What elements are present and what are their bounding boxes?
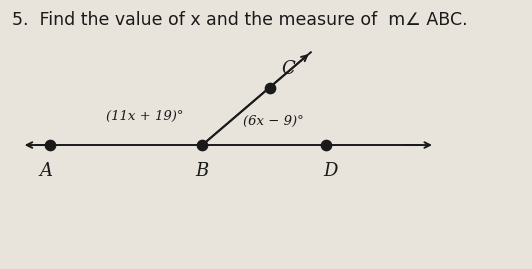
Point — [265, 85, 274, 90]
Text: (6x − 9)°: (6x − 9)° — [243, 115, 304, 128]
Text: (11x + 19)°: (11x + 19)° — [106, 109, 184, 123]
Text: C: C — [281, 60, 295, 78]
Point — [321, 143, 330, 147]
Text: D: D — [323, 162, 338, 180]
Text: B: B — [196, 162, 209, 180]
Text: A: A — [39, 162, 52, 180]
Point — [198, 143, 206, 147]
Point — [46, 143, 54, 147]
Text: 5.  Find the value of x and the measure of  m∠ ABC.: 5. Find the value of x and the measure o… — [12, 11, 468, 29]
